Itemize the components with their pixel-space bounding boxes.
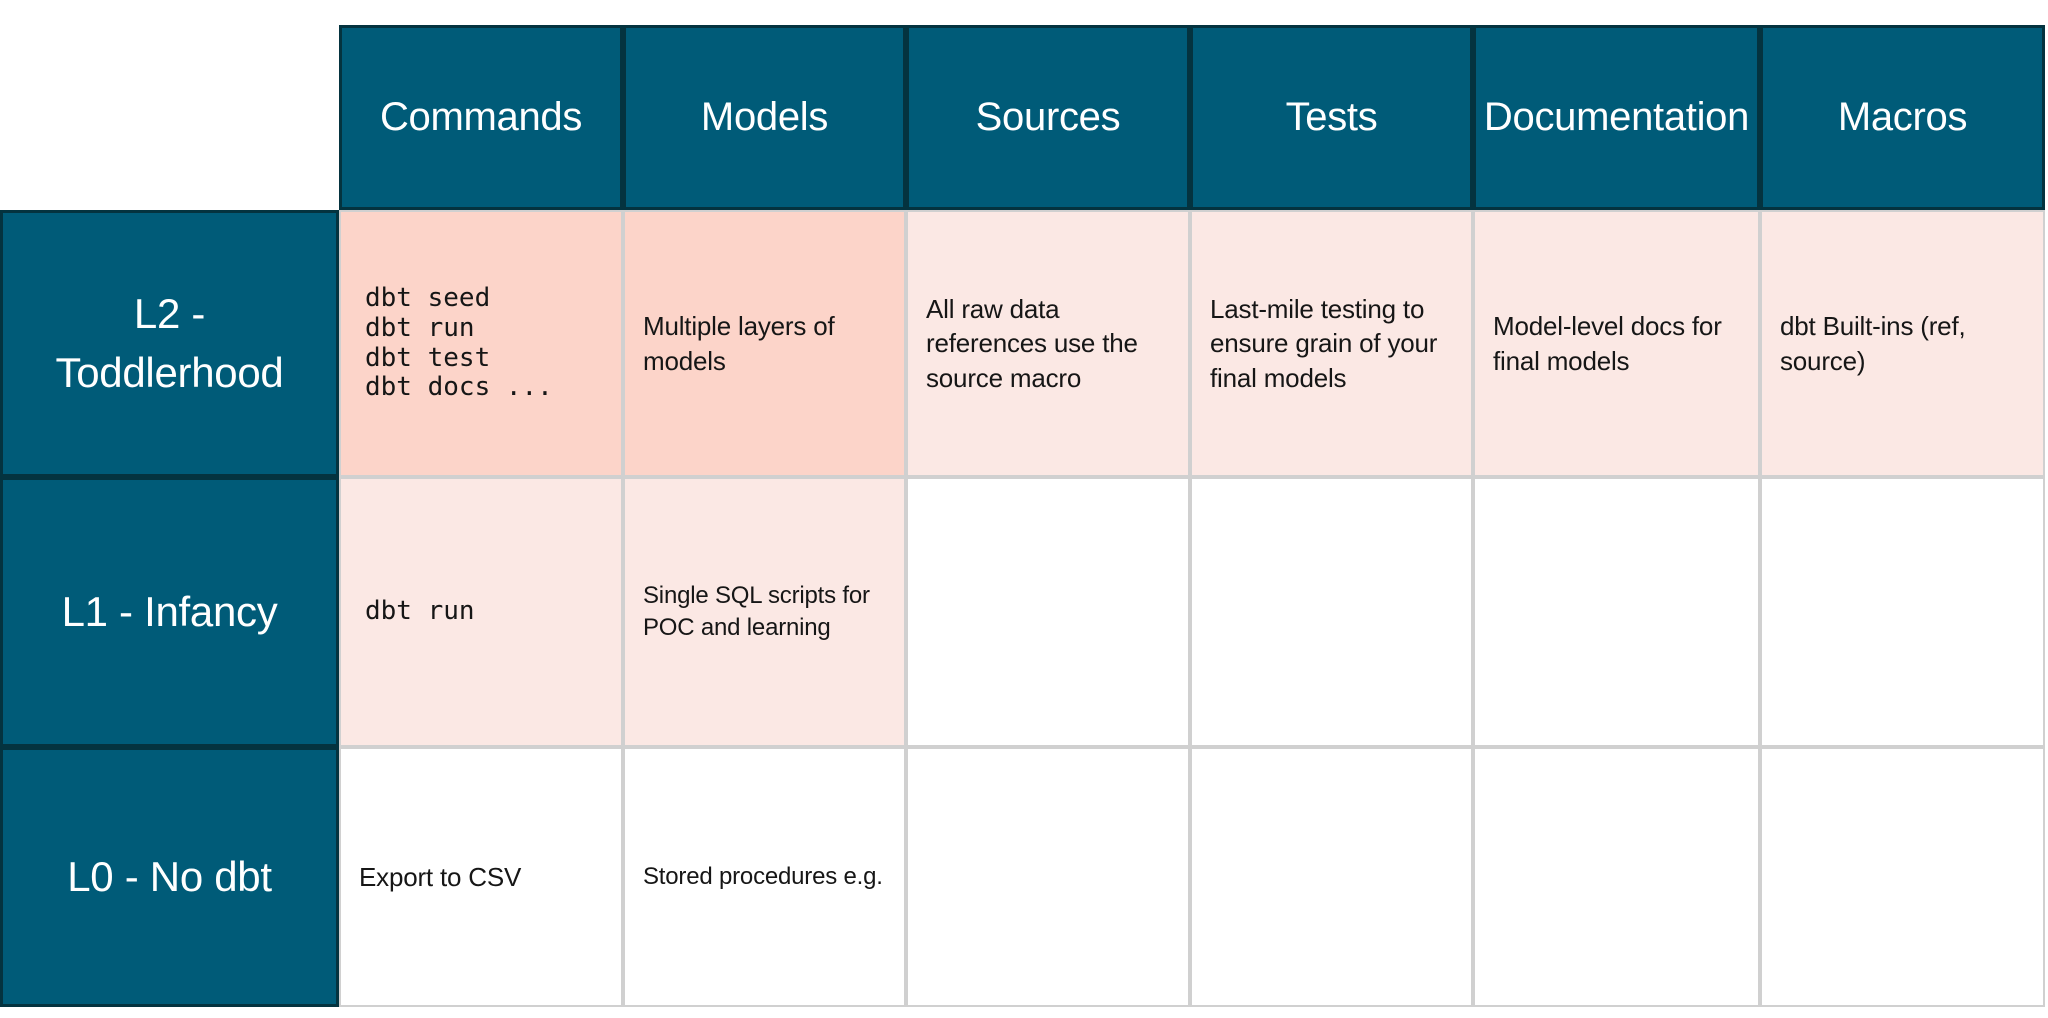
column-header-commands: Commands bbox=[339, 25, 623, 210]
cell-l2-models: Multiple layers of models bbox=[623, 210, 906, 477]
cell-l2-documentation: Model-level docs for final models bbox=[1473, 210, 1760, 477]
column-header-tests: Tests bbox=[1190, 25, 1473, 210]
maturity-matrix-table: Commands Models Sources Tests Documentat… bbox=[0, 25, 2045, 1007]
row-header-l2-toddlerhood: L2 - Toddlerhood bbox=[0, 210, 339, 477]
column-header-macros: Macros bbox=[1760, 25, 2045, 210]
cell-l1-tests bbox=[1190, 477, 1473, 747]
cell-l1-documentation bbox=[1473, 477, 1760, 747]
cell-l1-sources bbox=[906, 477, 1190, 747]
cell-l1-macros bbox=[1760, 477, 2045, 747]
cell-l0-tests bbox=[1190, 747, 1473, 1007]
column-header-models: Models bbox=[623, 25, 906, 210]
cell-l2-sources: All raw data references use the source m… bbox=[906, 210, 1190, 477]
cell-l0-commands: Export to CSV bbox=[339, 747, 623, 1007]
cell-l0-sources bbox=[906, 747, 1190, 1007]
cell-l2-macros: dbt Built-ins (ref, source) bbox=[1760, 210, 2045, 477]
row-header-l0-no-dbt: L0 - No dbt bbox=[0, 747, 339, 1007]
cell-l0-macros bbox=[1760, 747, 2045, 1007]
cell-l0-documentation bbox=[1473, 747, 1760, 1007]
cell-l1-models: Single SQL scripts for POC and learning bbox=[623, 477, 906, 747]
corner-cell bbox=[0, 25, 339, 210]
cell-l1-commands: dbt run bbox=[339, 477, 623, 747]
row-header-l1-infancy: L1 - Infancy bbox=[0, 477, 339, 747]
cell-l0-models: Stored procedures e.g. bbox=[623, 747, 906, 1007]
column-header-sources: Sources bbox=[906, 25, 1190, 210]
column-header-documentation: Documentation bbox=[1473, 25, 1760, 210]
cell-l2-tests: Last-mile testing to ensure grain of you… bbox=[1190, 210, 1473, 477]
cell-l2-commands: dbt seed dbt run dbt test dbt docs ... bbox=[339, 210, 623, 477]
